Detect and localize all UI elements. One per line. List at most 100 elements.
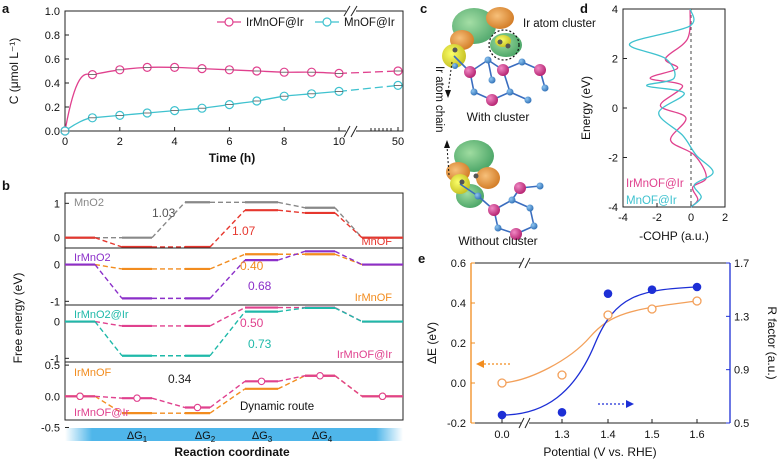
panel-b-connector-IrMnO2 xyxy=(94,250,363,300)
panel-a-xtick-label: 8 xyxy=(281,136,287,148)
panel-d-xlabel: -COHP (a.u.) xyxy=(639,229,709,243)
panel-b-barrier-label: 1.03 xyxy=(152,206,176,220)
panel-e-r-factor-point xyxy=(647,285,657,294)
annotation-ir-atom-cluster: Ir atom cluster xyxy=(523,18,596,30)
panel-label-e: e xyxy=(418,251,425,266)
legend-marker xyxy=(322,17,332,27)
panel-e-right-tick-label: 1.7 xyxy=(734,258,749,270)
panel-e-xtick-label: 1.5 xyxy=(644,429,659,441)
panel-b-barrier-label: 0.40 xyxy=(240,259,264,273)
panel-b-connector-IrMnO2@Ir xyxy=(94,307,363,357)
panel-b-subplot-frame xyxy=(64,247,404,306)
panel-b-top-label: MnO2 xyxy=(74,197,104,209)
panel-b-bottom-label: IrMnOF@Ir xyxy=(337,349,392,361)
panel-d-chart: Energy (eV) -COHP (a.u.) -4 -2 0 2 4 2 0 -2 -4 I… xyxy=(579,4,728,243)
panel-a-ytick-label: 1.0 xyxy=(45,6,60,18)
panel-b-state-marker xyxy=(133,394,141,402)
panel-b-chart: Free energy (eV) Reaction coordinate ΔG1… xyxy=(11,192,404,459)
panel-label-a: a xyxy=(2,1,10,16)
panel-d-ytick-label: 0 xyxy=(612,103,618,115)
panel-b-state-marker xyxy=(76,392,84,401)
panel-b-state-marker xyxy=(378,392,387,401)
panel-b-level-IrMnOF@Ir xyxy=(65,374,403,409)
panel-a-ytick-label: 0.6 xyxy=(45,54,60,66)
panel-a-xlabel: Time (h) xyxy=(209,151,255,165)
right-axis-arrow xyxy=(598,400,634,408)
panel-e-delta-e-point xyxy=(557,370,567,380)
panel-e-xtick-label: 1.3 xyxy=(554,429,569,441)
panel-b-ytick-label: -1 xyxy=(50,353,60,365)
panel-a-xtick-label: 2 xyxy=(117,136,123,148)
panel-b-level-MnOF xyxy=(65,209,403,249)
panel-d-curve-irmnof xyxy=(649,8,707,208)
panel-b-barrier-label: 0.50 xyxy=(240,316,264,330)
panel-a-ytick-label: 0.4 xyxy=(45,78,60,90)
panel-label-d: d xyxy=(580,1,588,16)
panel-b-top-label: IrMnO2 xyxy=(74,252,111,264)
annotation-without-cluster: Without cluster xyxy=(458,234,537,248)
panel-e-r-factor-point xyxy=(557,408,567,417)
panel-a-xtick-label: 4 xyxy=(172,136,178,148)
panel-d-legend-mnof: MnOF@Ir xyxy=(626,195,677,207)
panel-e-fit-delta-e xyxy=(501,300,698,384)
annotation-with-cluster: With cluster xyxy=(467,110,530,124)
panel-b-ytick-label: 0 xyxy=(54,233,60,245)
panel-b-ytick-label: -0.5 xyxy=(41,422,60,434)
panel-a-chart: C (μmol L⁻¹) Time (h) 0.0 0.2 0.4 0.6 0.8 1.0… xyxy=(7,5,404,165)
panel-e-fit-r-factor xyxy=(501,286,698,416)
panel-e-right-tick-label: 0.5 xyxy=(734,418,749,430)
structure-with-cluster: Ir atom cluster Ir atom chain With clust… xyxy=(433,7,596,132)
panel-b-connector-MnOF xyxy=(94,209,363,248)
panel-b-level-IrMnOF xyxy=(65,253,403,271)
panel-b-barrier-label: 0.73 xyxy=(248,337,272,351)
panel-e-right-tick-label: 0.9 xyxy=(734,365,749,377)
panel-e-delta-e-point xyxy=(603,310,613,320)
panel-e-xlabel: Potential (V vs. RHE) xyxy=(543,445,656,459)
panel-label-c: c xyxy=(420,1,427,16)
panel-e-r-factor-point xyxy=(603,289,613,298)
panel-d-xtick-label: 0 xyxy=(688,212,694,224)
panel-a-ytick-label: 0.0 xyxy=(45,126,60,138)
ir-chain-arrow xyxy=(447,61,453,93)
panel-b-dynamic-route-label: Dynamic route xyxy=(240,401,314,413)
panel-b-level-IrMnO2 xyxy=(65,250,403,300)
panel-b-top-label: IrMnOF xyxy=(74,367,112,379)
panel-d-ytick-label: 4 xyxy=(612,4,618,16)
panel-a-xtick-label: 10 xyxy=(333,136,345,148)
reaction-coordinate-bar xyxy=(65,428,403,441)
panel-e-right-tick-label: 1.3 xyxy=(734,311,749,323)
legend-marker xyxy=(224,17,234,27)
panel-b-subplot-3: 0 -1 0.50 0.73 IrMnO2@Ir IrMnOF@Ir xyxy=(50,304,404,365)
panel-e-left-tick-label: 0.4 xyxy=(451,298,466,310)
panel-e-left-tick-label: -0.2 xyxy=(447,418,466,430)
panel-b-connector-MnO2 xyxy=(95,201,363,239)
panel-d-ytick-label: -4 xyxy=(608,202,618,214)
panel-a-frame xyxy=(64,10,404,132)
panel-b-state-marker xyxy=(257,377,266,386)
panel-b-ytick-label: 0 xyxy=(54,317,60,329)
panel-a-xtick-label: 6 xyxy=(226,136,232,148)
cluster-highlight-circle xyxy=(488,29,520,61)
panel-d-legend-irmnof: IrMnOF@Ir xyxy=(626,178,684,190)
panel-d-ytick-label: 2 xyxy=(612,54,618,66)
panel-b-subplot-frame xyxy=(64,192,404,249)
panel-e-xtick-label: 0.0 xyxy=(494,429,509,441)
panel-a-xtick-label: 0 xyxy=(62,136,68,148)
panel-b-subplot-1: 0 1 1.03 1.07 MnO2 MnOF xyxy=(54,192,404,249)
legend-label: IrMnOF@Ir xyxy=(246,17,304,29)
structure-without-cluster: Without cluster xyxy=(444,140,544,248)
panel-b-state-marker xyxy=(316,371,324,380)
panel-label-b: b xyxy=(2,178,10,193)
panel-a-ylabel: C (μmol L⁻¹) xyxy=(7,38,21,105)
panel-b-subplot-frame xyxy=(64,361,404,421)
panel-a-xtick-label: 50 xyxy=(392,136,404,148)
panel-b-connector-IrMnOF xyxy=(94,375,363,414)
panel-e-right-ylabel: R factor (a.u.) xyxy=(765,306,779,379)
panel-a-ytick-label: 0.2 xyxy=(45,102,60,114)
panel-b-ytick-label: 1 xyxy=(54,198,60,210)
panel-b-connector-IrMnOF@Ir xyxy=(94,375,363,409)
panel-d-xtick-label: -4 xyxy=(618,212,628,224)
step-label-3: ΔG3 xyxy=(252,430,273,444)
panel-b-barrier-label: 1.07 xyxy=(232,224,256,238)
panel-b-bottom-label: IrMnOF@Ir xyxy=(74,407,129,419)
